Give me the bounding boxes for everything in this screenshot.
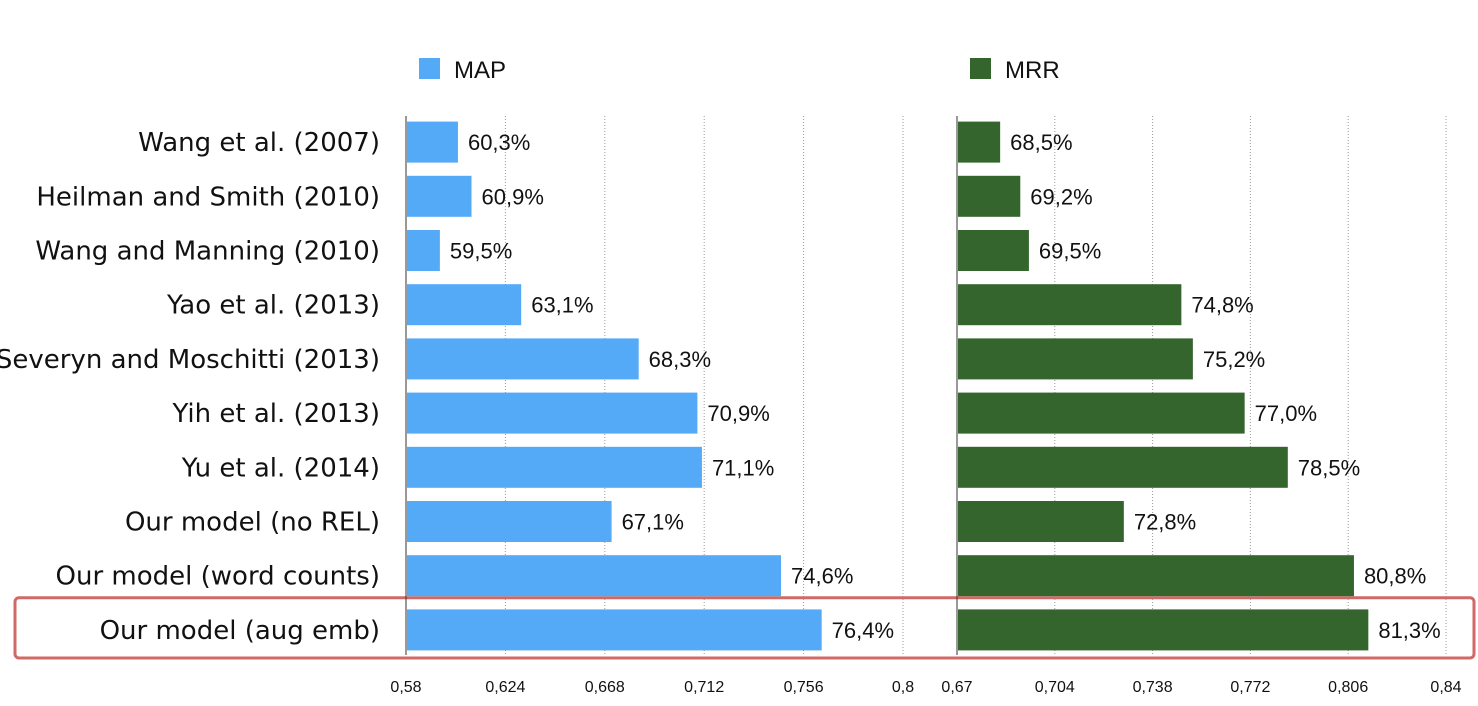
data-label: 80,8% <box>1364 564 1426 589</box>
data-label: 74,8% <box>1191 293 1253 318</box>
bar <box>407 446 702 488</box>
x-tick-label: 0,8 <box>892 679 914 696</box>
bar <box>958 501 1124 542</box>
data-label: 69,5% <box>1039 239 1101 264</box>
data-label: 68,5% <box>1010 130 1072 155</box>
data-label: 69,2% <box>1030 184 1092 209</box>
legend-swatch <box>970 58 991 79</box>
bar <box>407 501 612 542</box>
bar <box>407 609 822 651</box>
data-label: 63,1% <box>531 293 593 318</box>
bar <box>958 446 1288 488</box>
bar <box>958 175 1021 217</box>
category-label: Wang and Manning (2010) <box>35 237 380 267</box>
category-label: Our model (no REL) <box>125 508 380 538</box>
category-label: Severyn and Moschitti (2013) <box>0 345 380 375</box>
data-label: 75,2% <box>1203 347 1265 372</box>
data-label: 78,5% <box>1298 455 1360 480</box>
data-label: 74,6% <box>791 564 853 589</box>
x-tick-label: 0,806 <box>1328 679 1368 696</box>
bar <box>407 338 639 380</box>
data-label: 60,3% <box>468 130 530 155</box>
category-label: Wang et al. (2007) <box>138 128 380 158</box>
data-label: 77,0% <box>1255 401 1317 426</box>
data-label: 67,1% <box>622 510 684 535</box>
x-tick-label: 0,772 <box>1230 679 1270 696</box>
x-tick-label: 0,624 <box>485 679 525 696</box>
bar <box>958 555 1354 597</box>
bar <box>407 284 522 326</box>
x-tick-label: 0,668 <box>585 679 625 696</box>
data-label: 72,8% <box>1134 510 1196 535</box>
category-label: Yao et al. (2013) <box>166 291 380 321</box>
bar <box>958 121 1001 163</box>
x-tick-label: 0,67 <box>941 679 972 696</box>
bar <box>407 392 698 434</box>
data-label: 71,1% <box>712 455 774 480</box>
bar <box>407 121 458 163</box>
bar <box>958 284 1182 326</box>
x-tick-label: 0,84 <box>1430 679 1461 696</box>
bar <box>958 230 1029 271</box>
data-label: 68,3% <box>649 347 711 372</box>
category-label: Heilman and Smith (2010) <box>36 182 380 212</box>
bar <box>958 338 1193 380</box>
x-tick-label: 0,58 <box>390 679 421 696</box>
bar <box>958 392 1245 434</box>
category-label: Our model (aug emb) <box>100 616 380 646</box>
bar <box>958 609 1369 651</box>
bar <box>407 230 440 271</box>
legend-swatch <box>419 58 440 79</box>
data-label: 59,5% <box>450 239 512 264</box>
bar <box>407 555 782 597</box>
legend-label: MRR <box>1005 57 1060 84</box>
category-label: Yih et al. (2013) <box>171 399 380 429</box>
x-tick-label: 0,756 <box>784 679 824 696</box>
data-label: 81,3% <box>1378 618 1440 643</box>
legend-label: MAP <box>454 57 506 84</box>
x-tick-label: 0,704 <box>1035 679 1075 696</box>
x-tick-label: 0,712 <box>684 679 724 696</box>
highlight-box <box>13 596 1476 660</box>
category-label: Our model (word counts) <box>56 562 380 592</box>
data-label: 70,9% <box>707 401 769 426</box>
data-label: 60,9% <box>482 184 544 209</box>
category-label: Yu et al. (2014) <box>181 453 380 483</box>
x-tick-label: 0,738 <box>1133 679 1173 696</box>
data-label: 76,4% <box>832 618 894 643</box>
bar <box>407 175 472 217</box>
